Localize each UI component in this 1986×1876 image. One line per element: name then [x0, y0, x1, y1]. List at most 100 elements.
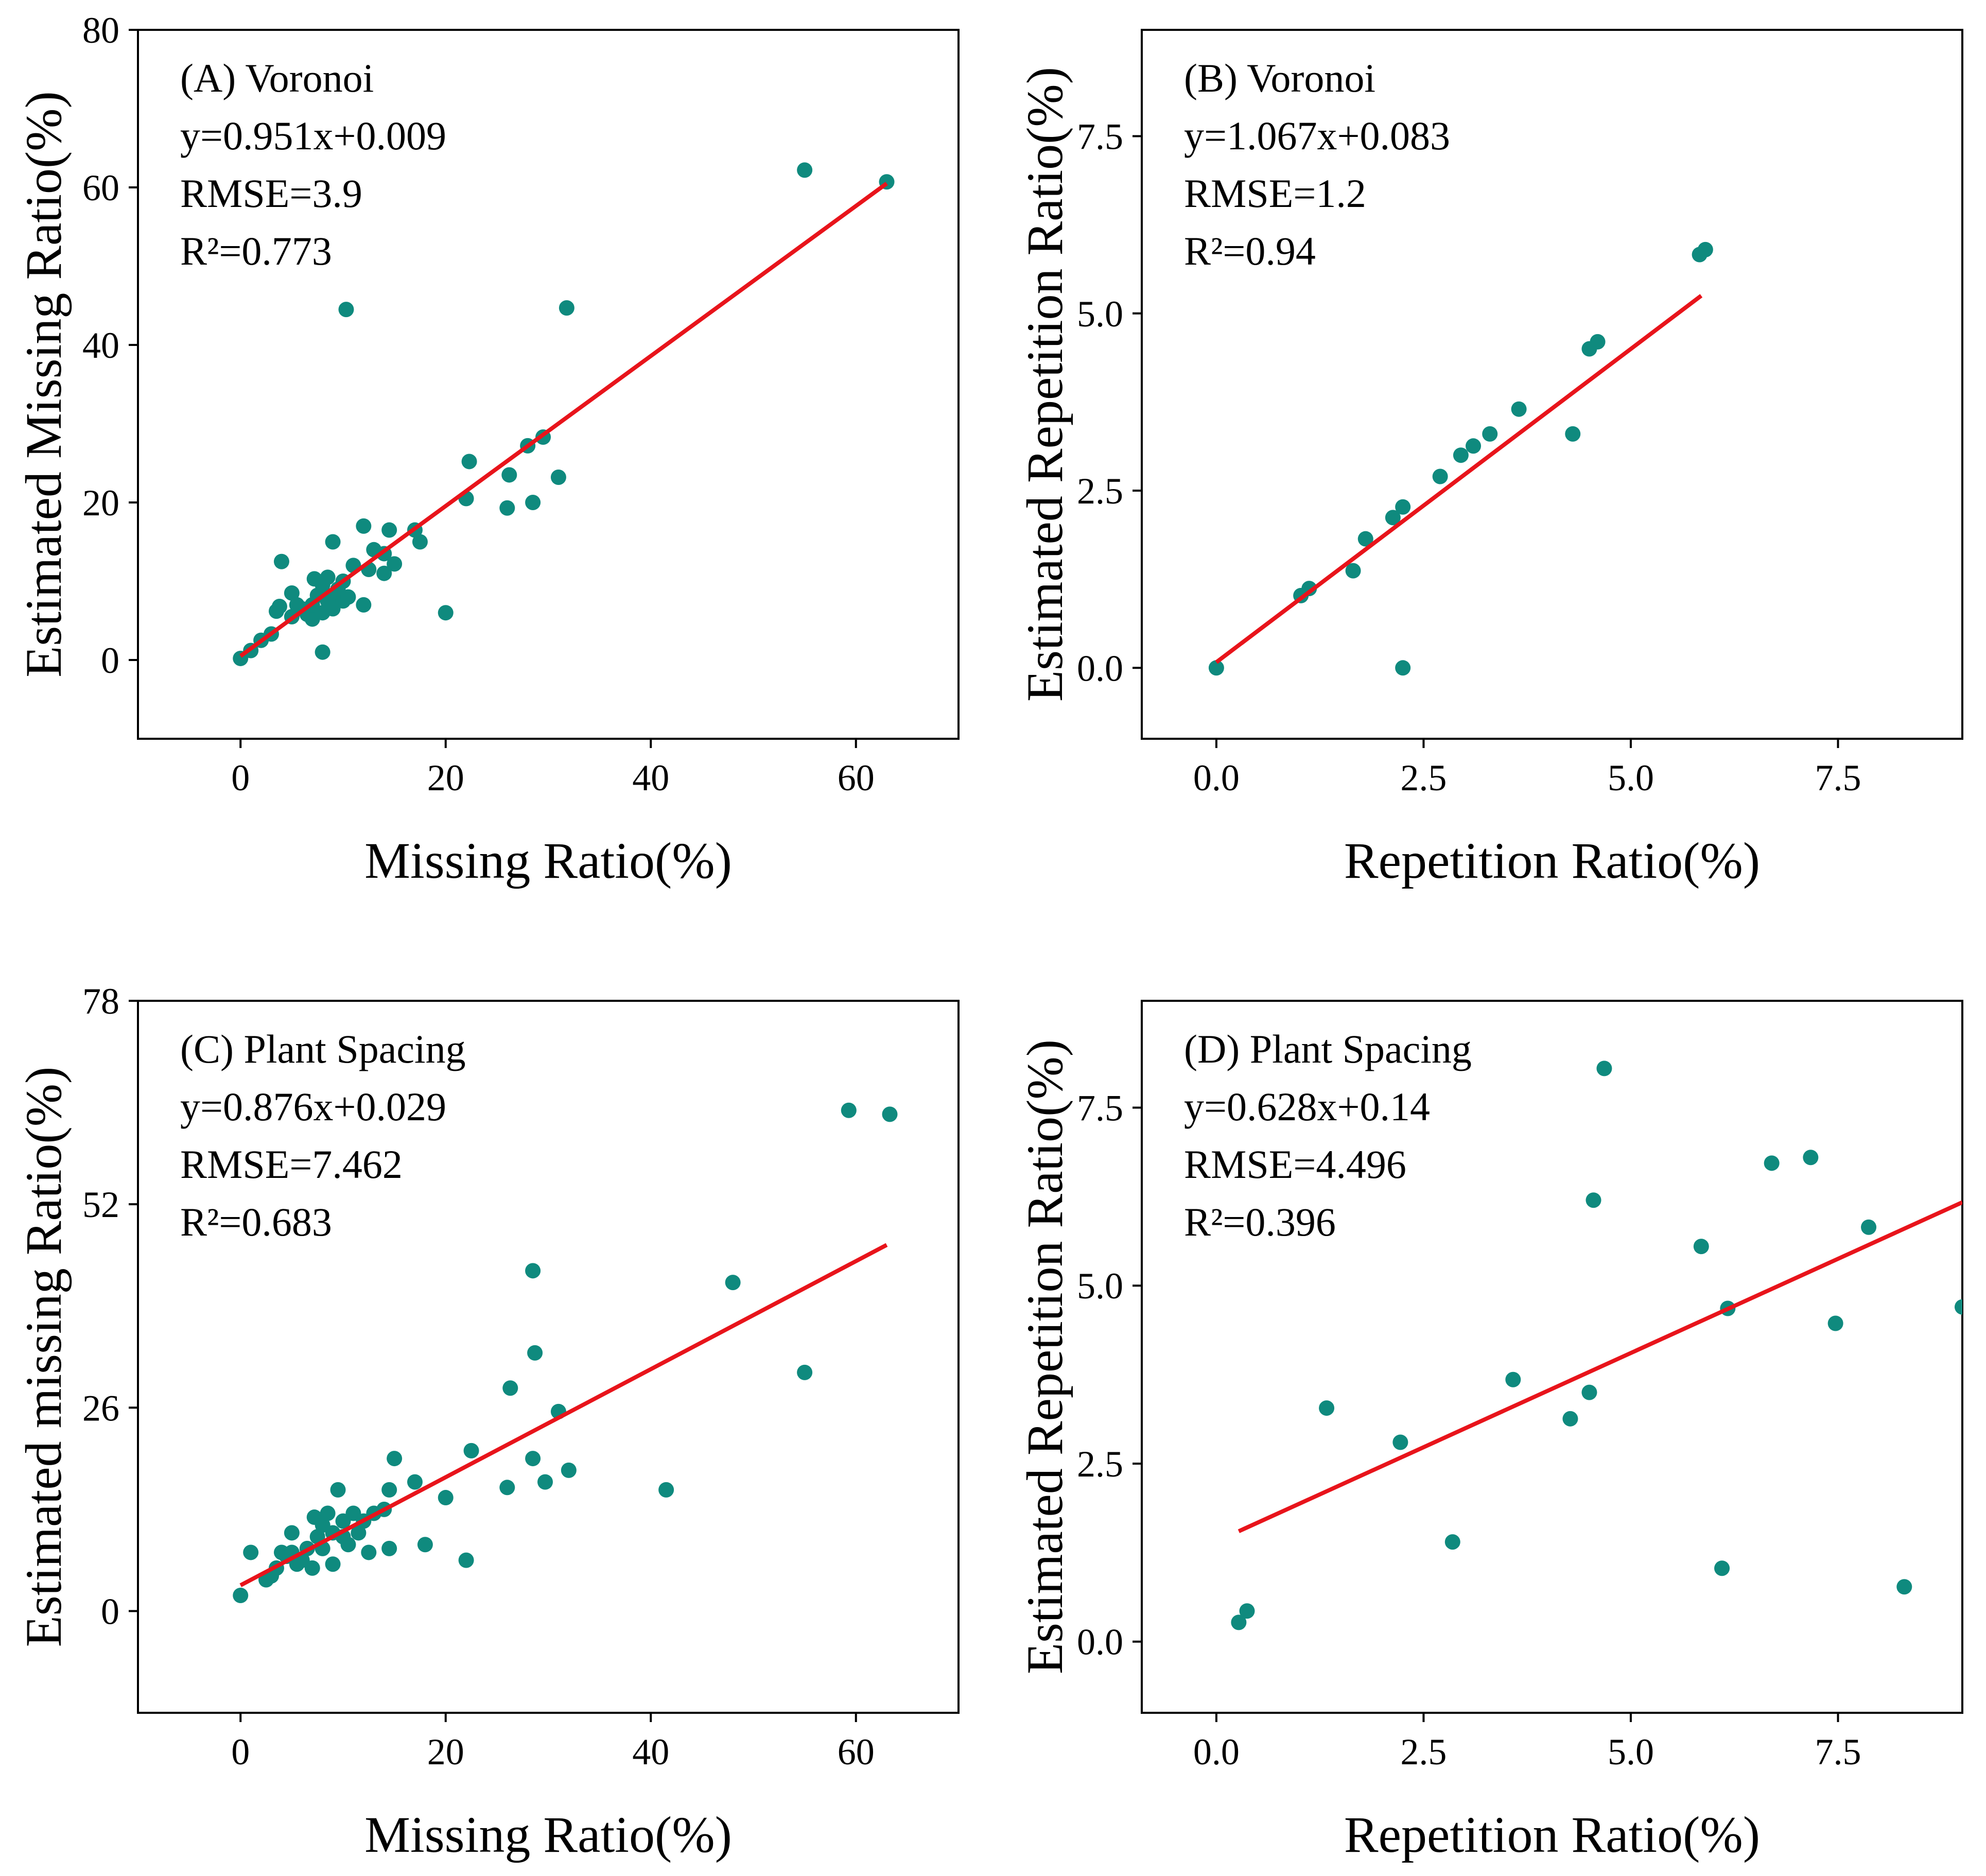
y-tick-label: 5.0	[1077, 1265, 1123, 1307]
x-tick-label: 20	[427, 1731, 464, 1773]
y-axis-label: Estimated Missing Ratio(%)	[15, 91, 72, 678]
fit-line	[239, 1243, 888, 1587]
data-point	[1581, 1384, 1597, 1400]
data-point	[463, 1443, 479, 1458]
data-point	[458, 1552, 474, 1568]
data-point	[273, 553, 289, 569]
data-point	[1764, 1155, 1780, 1171]
panel-title: (B) Voronoi	[1184, 56, 1375, 100]
data-point	[438, 1490, 454, 1506]
rmse-label: RMSE=7.462	[180, 1142, 403, 1187]
data-point	[1565, 426, 1581, 442]
data-point	[1596, 1061, 1612, 1076]
plot-frame	[1141, 1000, 1963, 1714]
y-axis-label: Estimated Repetition Ratio(%)	[1016, 1039, 1073, 1674]
data-point	[381, 522, 397, 538]
y-tick-label: 0.0	[1077, 648, 1123, 689]
x-tick-label: 0.0	[1193, 757, 1240, 798]
data-point	[1803, 1150, 1819, 1166]
data-point	[527, 1345, 543, 1361]
data-point	[1466, 438, 1482, 454]
data-point	[351, 1525, 367, 1541]
plot-frame	[137, 29, 960, 740]
y-tick-label: 78	[82, 981, 119, 1022]
data-point	[412, 534, 428, 550]
data-point	[1319, 1400, 1335, 1416]
plot-frame	[137, 1000, 960, 1714]
data-marks	[1231, 1061, 1962, 1630]
data-point	[233, 1588, 249, 1604]
data-point	[438, 605, 454, 621]
panel-title: (D) Plant Spacing	[1184, 1027, 1472, 1071]
data-point	[525, 1263, 541, 1279]
data-point	[340, 589, 356, 605]
data-point	[1301, 581, 1317, 597]
data-point	[340, 1537, 356, 1553]
x-tick-label: 5.0	[1608, 757, 1654, 798]
data-point	[407, 1474, 423, 1490]
data-point	[502, 1380, 518, 1396]
data-point	[338, 302, 354, 318]
data-point	[499, 500, 515, 516]
panel-d: 0.0 2.5 5.0 7.5 0.0 2.5 5.0 7.5 Repetition Ratio…	[1016, 1000, 1963, 1863]
y-tick-label: 7.5	[1077, 116, 1123, 158]
r-squared-label: R²=0.396	[1184, 1200, 1336, 1244]
data-point	[1432, 468, 1448, 484]
data-point	[501, 467, 517, 483]
data-point	[1231, 1614, 1247, 1630]
r-squared-label: R²=0.94	[1184, 229, 1316, 273]
data-point	[1392, 1434, 1408, 1450]
data-point	[381, 1540, 397, 1556]
data-point	[1239, 1603, 1255, 1619]
x-tick-label: 0.0	[1193, 1731, 1240, 1773]
x-axis-label: Repetition Ratio(%)	[1344, 1806, 1760, 1863]
x-axis-label: Missing Ratio(%)	[364, 832, 732, 889]
data-point	[797, 162, 813, 178]
data-point	[725, 1275, 741, 1291]
plot-frame	[1141, 29, 1963, 740]
data-point	[537, 1474, 553, 1490]
data-point	[1395, 499, 1411, 515]
data-point	[1482, 426, 1498, 442]
y-tick-label: 80	[82, 10, 119, 51]
rmse-label: RMSE=3.9	[180, 171, 362, 216]
data-point	[1827, 1315, 1843, 1331]
y-tick-label: 0	[101, 640, 119, 681]
panel-title: (A) Voronoi	[180, 56, 374, 100]
data-point	[1714, 1560, 1730, 1576]
rmse-label: RMSE=1.2	[1184, 171, 1366, 216]
x-tick-label: 2.5	[1400, 757, 1447, 798]
data-point	[284, 1525, 300, 1541]
data-point	[320, 1505, 336, 1521]
data-point	[271, 598, 287, 614]
r-squared-label: R²=0.683	[180, 1200, 332, 1244]
y-tick-label: 0	[101, 1591, 119, 1632]
x-tick-label: 20	[427, 757, 464, 798]
data-point	[315, 644, 330, 660]
data-point	[525, 1451, 541, 1467]
data-point	[559, 300, 574, 316]
y-tick-label: 52	[82, 1184, 119, 1225]
data-point	[243, 1544, 259, 1560]
panel-a: 0 20 40 60 0 20 40 60 80 Missing Ratio(%) Estimate…	[15, 10, 960, 889]
data-point	[882, 1106, 898, 1122]
x-tick-label: 0	[231, 757, 250, 798]
x-tick-label: 0	[231, 1731, 250, 1773]
regression-equation: y=0.628x+0.14	[1184, 1084, 1430, 1129]
data-point	[1208, 660, 1224, 676]
y-tick-label: 7.5	[1077, 1087, 1123, 1128]
data-point	[1511, 401, 1527, 417]
panel-title: (C) Plant Spacing	[180, 1027, 466, 1071]
data-point	[499, 1480, 515, 1496]
y-tick-label: 2.5	[1077, 471, 1123, 512]
y-axis-label: Estimated Repetition Ratio(%)	[1016, 67, 1073, 702]
x-tick-label: 7.5	[1815, 757, 1861, 798]
x-tick-label: 40	[632, 1731, 669, 1773]
panel-b: 0.0 2.5 5.0 7.5 0.0 2.5 5.0 7.5 Repetition Ratio…	[1016, 29, 1963, 889]
data-point	[330, 1482, 346, 1498]
fit-line	[1238, 1200, 1962, 1533]
y-tick-label: 5.0	[1077, 293, 1123, 335]
data-point	[376, 565, 392, 581]
data-point	[1345, 563, 1361, 579]
x-tick-label: 2.5	[1400, 1731, 1447, 1773]
